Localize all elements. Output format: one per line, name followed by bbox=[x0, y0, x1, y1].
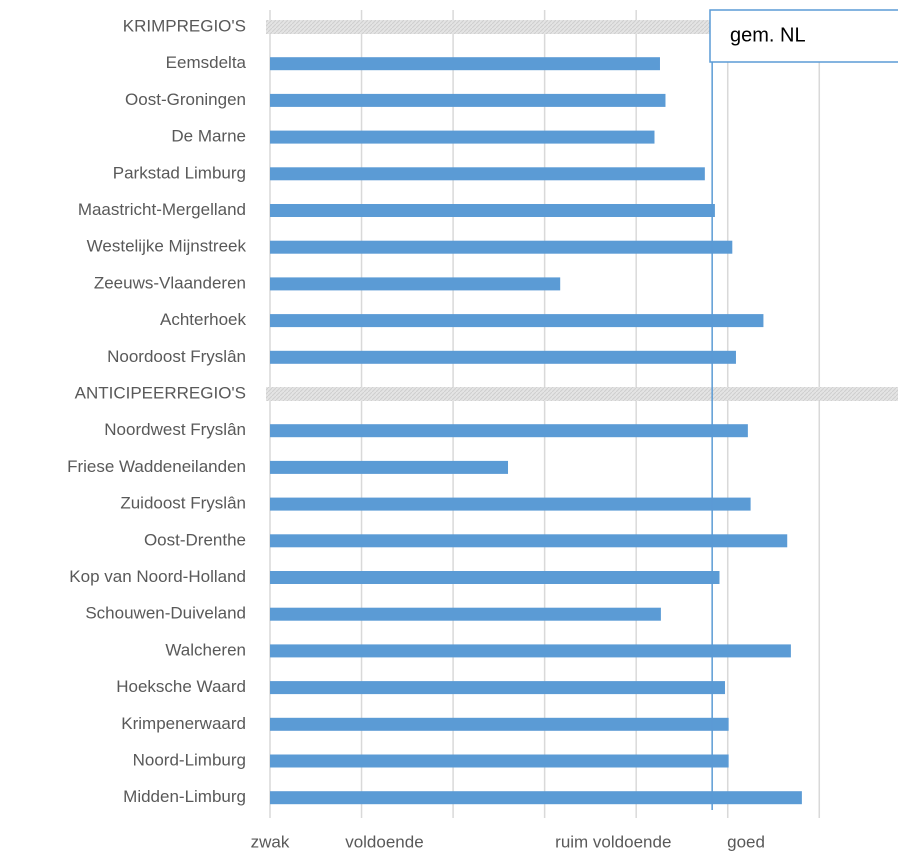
category-label: Krimpenerwaard bbox=[121, 714, 246, 733]
category-label: Hoeksche Waard bbox=[116, 677, 246, 696]
category-label: Zuidoost Fryslân bbox=[120, 494, 246, 513]
bar bbox=[270, 644, 791, 658]
bar bbox=[270, 424, 748, 438]
bar bbox=[270, 791, 802, 805]
bar bbox=[270, 204, 715, 217]
bar bbox=[270, 167, 705, 181]
category-label: Noord-Limburg bbox=[133, 750, 246, 769]
category-label: Zeeuws-Vlaanderen bbox=[94, 273, 246, 292]
legend: gem. NL bbox=[709, 9, 898, 63]
category-label: De Marne bbox=[171, 127, 246, 146]
bar bbox=[270, 314, 764, 328]
bars: KRIMPREGIO'S Eemsdelta Oost-Groningen De Ma… bbox=[67, 10, 898, 810]
category-label: Noordoost Fryslân bbox=[107, 347, 246, 366]
bar bbox=[270, 717, 729, 731]
category-label: Midden-Limburg bbox=[123, 787, 246, 806]
bar bbox=[270, 681, 725, 695]
category-label: Oost-Drenthe bbox=[144, 530, 246, 549]
bar bbox=[270, 130, 655, 144]
bar bbox=[270, 57, 660, 71]
bar bbox=[270, 350, 736, 364]
bar bbox=[270, 93, 666, 107]
category-label: Parkstad Limburg bbox=[113, 163, 246, 182]
category-label: Oost-Groningen bbox=[125, 90, 246, 109]
category-label: Eemsdelta bbox=[166, 53, 247, 72]
category-label: Maastricht-Mergelland bbox=[78, 200, 246, 219]
x-tick-label: goed bbox=[727, 832, 765, 851]
category-label: Schouwen-Duiveland bbox=[85, 604, 246, 623]
bar bbox=[270, 754, 729, 768]
bar bbox=[270, 571, 720, 584]
category-label: Westelijke Mijnstreek bbox=[87, 237, 247, 256]
category-label: Friese Waddeneilanden bbox=[67, 457, 246, 476]
grid: zwak voldoende ruim voldoende goed bbox=[251, 10, 821, 851]
x-tick-label: zwak bbox=[251, 832, 290, 851]
bar bbox=[270, 277, 561, 291]
category-label: ANTICIPEERREGIO'S bbox=[75, 383, 246, 402]
bar bbox=[270, 607, 661, 621]
bar bbox=[270, 497, 751, 511]
category-label: Walcheren bbox=[165, 640, 246, 659]
legend-label: gem. NL bbox=[730, 24, 806, 46]
x-tick-label: voldoende bbox=[345, 832, 423, 851]
category-label: Noordwest Fryslân bbox=[104, 420, 246, 439]
category-label: Achterhoek bbox=[160, 310, 246, 329]
legend-box bbox=[709, 9, 898, 63]
group-band bbox=[266, 387, 898, 401]
x-tick-label: ruim voldoende bbox=[555, 832, 671, 851]
bar bbox=[270, 460, 509, 474]
bar bbox=[270, 534, 788, 548]
bar bbox=[270, 240, 733, 254]
category-label: Kop van Noord-Holland bbox=[69, 567, 246, 586]
category-label: KRIMPREGIO'S bbox=[123, 16, 246, 35]
